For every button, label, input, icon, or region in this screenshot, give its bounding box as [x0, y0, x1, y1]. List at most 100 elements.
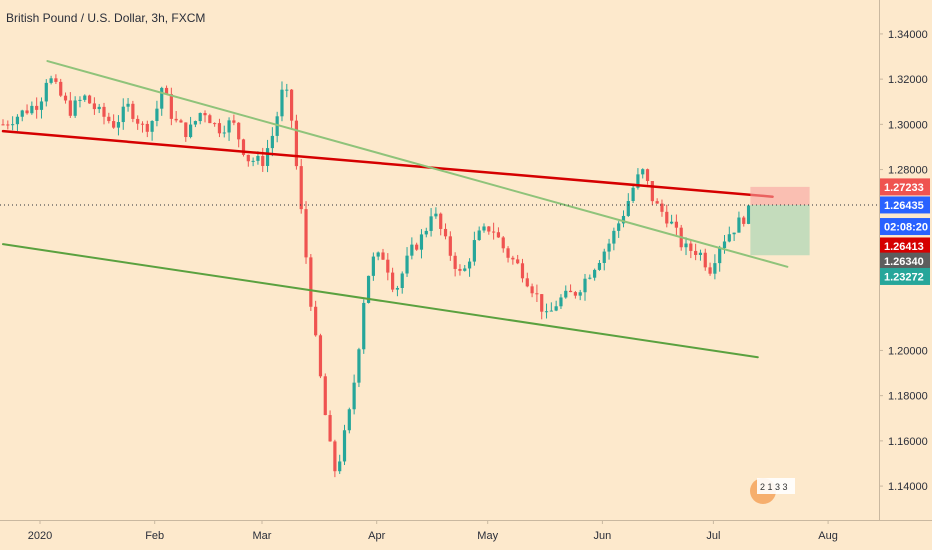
candle: [660, 199, 664, 217]
candle-body: [573, 292, 577, 296]
candle-body: [25, 110, 29, 114]
candle: [25, 104, 29, 115]
candle: [371, 252, 375, 281]
candle: [381, 248, 385, 260]
candle: [559, 294, 563, 309]
candle-body: [501, 237, 505, 249]
candle: [280, 81, 284, 122]
candle-body: [742, 217, 746, 224]
candle: [39, 97, 44, 119]
candles: [1, 74, 751, 478]
price-axis: 1.34000 1.32000 1.30000 1.28000 1.20000 1.180…: [879, 29, 928, 493]
candle-body: [746, 205, 751, 224]
y-tick-label: 1.16000: [888, 436, 928, 448]
candle: [722, 234, 727, 254]
candle: [549, 302, 553, 312]
candle-body: [631, 187, 635, 202]
position-target-zone: [750, 186, 810, 205]
candle: [419, 229, 424, 259]
candle-body: [20, 110, 24, 117]
candle-body: [626, 201, 630, 216]
x-tick-label: Apr: [368, 530, 385, 542]
candle-body: [357, 349, 361, 383]
candle: [299, 159, 303, 214]
candle-body: [621, 215, 626, 224]
candle: [492, 222, 496, 240]
candle-body: [665, 211, 669, 224]
price-tag: 1.27233: [880, 178, 930, 196]
candle: [251, 157, 255, 167]
candle-body: [78, 99, 82, 101]
candle-body: [674, 221, 678, 228]
candle-body: [179, 120, 183, 123]
candle-body: [6, 124, 10, 126]
price-tag-label: 02:08:20: [884, 222, 928, 234]
candle: [203, 110, 207, 123]
candle: [718, 245, 722, 272]
x-tick-label: May: [477, 530, 498, 542]
candle: [573, 290, 577, 299]
candle-body: [583, 278, 587, 293]
candle: [309, 254, 313, 311]
candle: [439, 212, 443, 236]
candle: [674, 214, 678, 237]
candle: [669, 214, 674, 225]
candle-body: [35, 105, 39, 110]
candle-body: [290, 89, 294, 121]
candle-body: [11, 124, 15, 126]
candle: [217, 118, 222, 138]
candle: [352, 374, 356, 415]
candle-body: [588, 277, 592, 279]
candle: [155, 100, 159, 127]
price-tag-bg: [880, 252, 930, 270]
candle-body: [472, 240, 476, 262]
candle: [516, 254, 520, 265]
candle-body: [391, 272, 395, 290]
candle-body: [535, 293, 539, 295]
candle: [54, 74, 58, 84]
price-tag: 02:08:20: [880, 218, 930, 236]
logo: 2 1 3 3: [750, 478, 795, 504]
candle-body: [694, 250, 698, 255]
logo-plate: [757, 478, 795, 494]
candle: [487, 226, 491, 235]
candle: [290, 88, 294, 130]
candle: [746, 205, 751, 225]
candle: [63, 92, 68, 104]
candle-body: [49, 78, 53, 83]
candle-body: [520, 263, 525, 279]
chart-title: British Pound / U.S. Dollar, 3h, FXCM: [6, 11, 205, 25]
candle: [689, 240, 693, 259]
candle-body: [102, 106, 106, 117]
price-tag: 1.23272: [880, 267, 930, 285]
candle: [732, 232, 736, 241]
candle-body: [318, 335, 323, 377]
candle: [501, 236, 505, 253]
candle-body: [593, 269, 597, 278]
candle: [588, 274, 592, 280]
candle: [246, 154, 250, 167]
x-tick-label: Aug: [818, 530, 838, 542]
candle: [520, 258, 525, 283]
candle-body: [54, 78, 58, 82]
candle: [410, 237, 414, 260]
candle: [727, 226, 731, 243]
candle-body: [737, 217, 741, 233]
candle: [540, 294, 544, 320]
candle-body: [261, 156, 265, 166]
candle-body: [467, 261, 472, 269]
candle-body: [59, 81, 63, 96]
candle: [97, 103, 101, 114]
candle-body: [636, 174, 640, 188]
candle: [482, 223, 486, 233]
candle-body: [213, 123, 217, 125]
candle: [169, 87, 173, 126]
candle: [294, 114, 299, 170]
candle-body: [597, 262, 602, 270]
candle: [453, 252, 457, 277]
candle: [232, 114, 236, 126]
candle-body: [160, 87, 164, 109]
candle: [641, 168, 645, 179]
candle-body: [333, 441, 337, 472]
